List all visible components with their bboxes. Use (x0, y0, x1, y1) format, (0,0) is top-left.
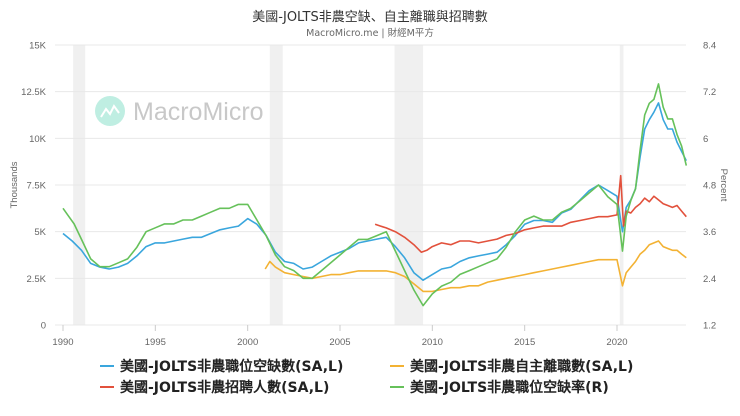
legend-swatch-icon (390, 386, 404, 388)
y-tick-label-left: 2.5K (26, 274, 46, 285)
x-tick-label: 2015 (514, 337, 535, 348)
legend-item-openings-rate[interactable]: 美國-JOLTS非農職位空缺率(R) (390, 377, 609, 397)
y-tick-label-right: 8.4 (703, 41, 716, 52)
y-axis-title-left: Thousands (9, 161, 20, 208)
series-line-quits[interactable] (264, 240, 687, 293)
y-axis-title-right: Percent (718, 169, 729, 202)
logo-glyph-icon (100, 104, 120, 118)
x-tick-label: 2020 (606, 337, 627, 348)
watermark-text: MacroMicro (133, 98, 264, 126)
x-tick-label: 2005 (329, 337, 350, 348)
legend-swatch-icon (100, 365, 114, 367)
series-line-hires[interactable] (374, 174, 687, 253)
legend-label: 美國-JOLTS非農職位空缺數(SA,L) (120, 359, 344, 375)
y-tick-label-left: 10K (29, 134, 47, 145)
y-tick-label-left: 7.5K (26, 181, 46, 192)
legend-item-quits[interactable]: 美國-JOLTS非農自主離職數(SA,L) (390, 356, 633, 376)
y-tick-label-left: 12.5K (21, 87, 46, 98)
y-tick-label-right: 3.6 (703, 227, 716, 238)
y-tick-label-right: 2.4 (703, 274, 716, 285)
x-tick-label: 1990 (52, 337, 73, 348)
chart-subtitle: MacroMicro.me | 財經M平方 (306, 28, 434, 39)
legend-item-job-openings[interactable]: 美國-JOLTS非農職位空缺數(SA,L) (100, 356, 343, 376)
y-tick-label-right: 6 (703, 134, 708, 145)
y-tick-label-right: 7.2 (703, 87, 716, 98)
y-tick-label-right: 4.8 (703, 181, 716, 192)
y-tick-label-left: 15K (29, 41, 47, 52)
y-tick-label-left: 5K (34, 227, 46, 238)
x-tick-label: 2010 (422, 337, 443, 348)
legend-item-hires[interactable]: 美國-JOLTS非農招聘人數(SA,L) (100, 377, 329, 397)
legend-swatch-icon (100, 386, 114, 388)
legend-label: 美國-JOLTS非農職位空缺率(R) (410, 380, 609, 396)
series-line-job-openings[interactable] (62, 102, 688, 282)
x-tick-label: 1995 (145, 337, 166, 348)
series-line-openings-rate[interactable] (62, 83, 688, 307)
y-tick-label-left: 0 (41, 321, 46, 332)
chart-title: 美國-JOLTS非農空缺、自主離職與招聘數 (252, 10, 488, 25)
legend-label: 美國-JOLTS非農招聘人數(SA,L) (120, 380, 330, 396)
y-tick-label-right: 1.2 (703, 321, 716, 332)
legend-swatch-icon (390, 365, 404, 367)
legend-label: 美國-JOLTS非農自主離職數(SA,L) (410, 359, 634, 375)
x-tick-label: 2000 (237, 337, 258, 348)
macromicro-logo-icon (95, 96, 125, 126)
